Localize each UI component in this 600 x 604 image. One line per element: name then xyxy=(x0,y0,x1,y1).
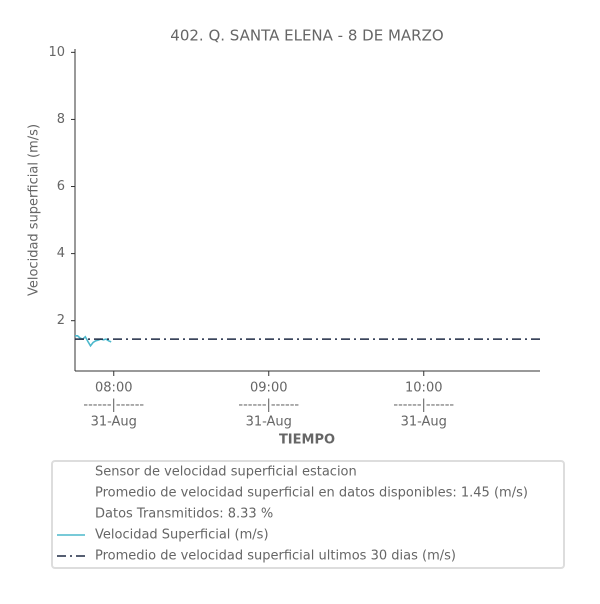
chart-title: 402. Q. SANTA ELENA - 8 DE MARZO xyxy=(170,27,443,45)
x-tick-label: 08:00 xyxy=(95,381,132,396)
x-tick-label: 31-Aug xyxy=(246,415,292,430)
x-tick-label: 09:00 xyxy=(250,381,287,396)
legend-note: Datos Transmitidos: 8.33 % xyxy=(95,507,273,522)
legend-note: Promedio de velocidad superficial en dat… xyxy=(95,486,528,501)
x-tick-label: 10:00 xyxy=(405,381,442,396)
x-tick-label: ------|------ xyxy=(393,398,454,413)
series-line xyxy=(75,334,112,348)
legend-label: Velocidad Superficial (m/s) xyxy=(95,528,269,543)
y-tick-label: 2 xyxy=(57,313,65,328)
x-tick-label: 31-Aug xyxy=(401,415,447,430)
x-tick-label: 31-Aug xyxy=(91,415,137,430)
legend-box xyxy=(51,460,565,569)
x-tick-label: ------|------ xyxy=(83,398,144,413)
y-axis-label: Velocidad superficial (m/s) xyxy=(27,124,42,296)
legend-note: Sensor de velocidad superficial estacion xyxy=(95,465,357,480)
y-tick-label: 6 xyxy=(57,179,65,194)
y-tick-label: 8 xyxy=(57,112,65,127)
y-tick-label: 4 xyxy=(57,246,65,261)
x-axis-label: TIEMPO xyxy=(279,433,335,448)
y-tick-label: 10 xyxy=(48,45,65,60)
x-tick-label: ------|------ xyxy=(238,398,299,413)
legend-label: Promedio de velocidad superficial ultimo… xyxy=(95,549,456,564)
